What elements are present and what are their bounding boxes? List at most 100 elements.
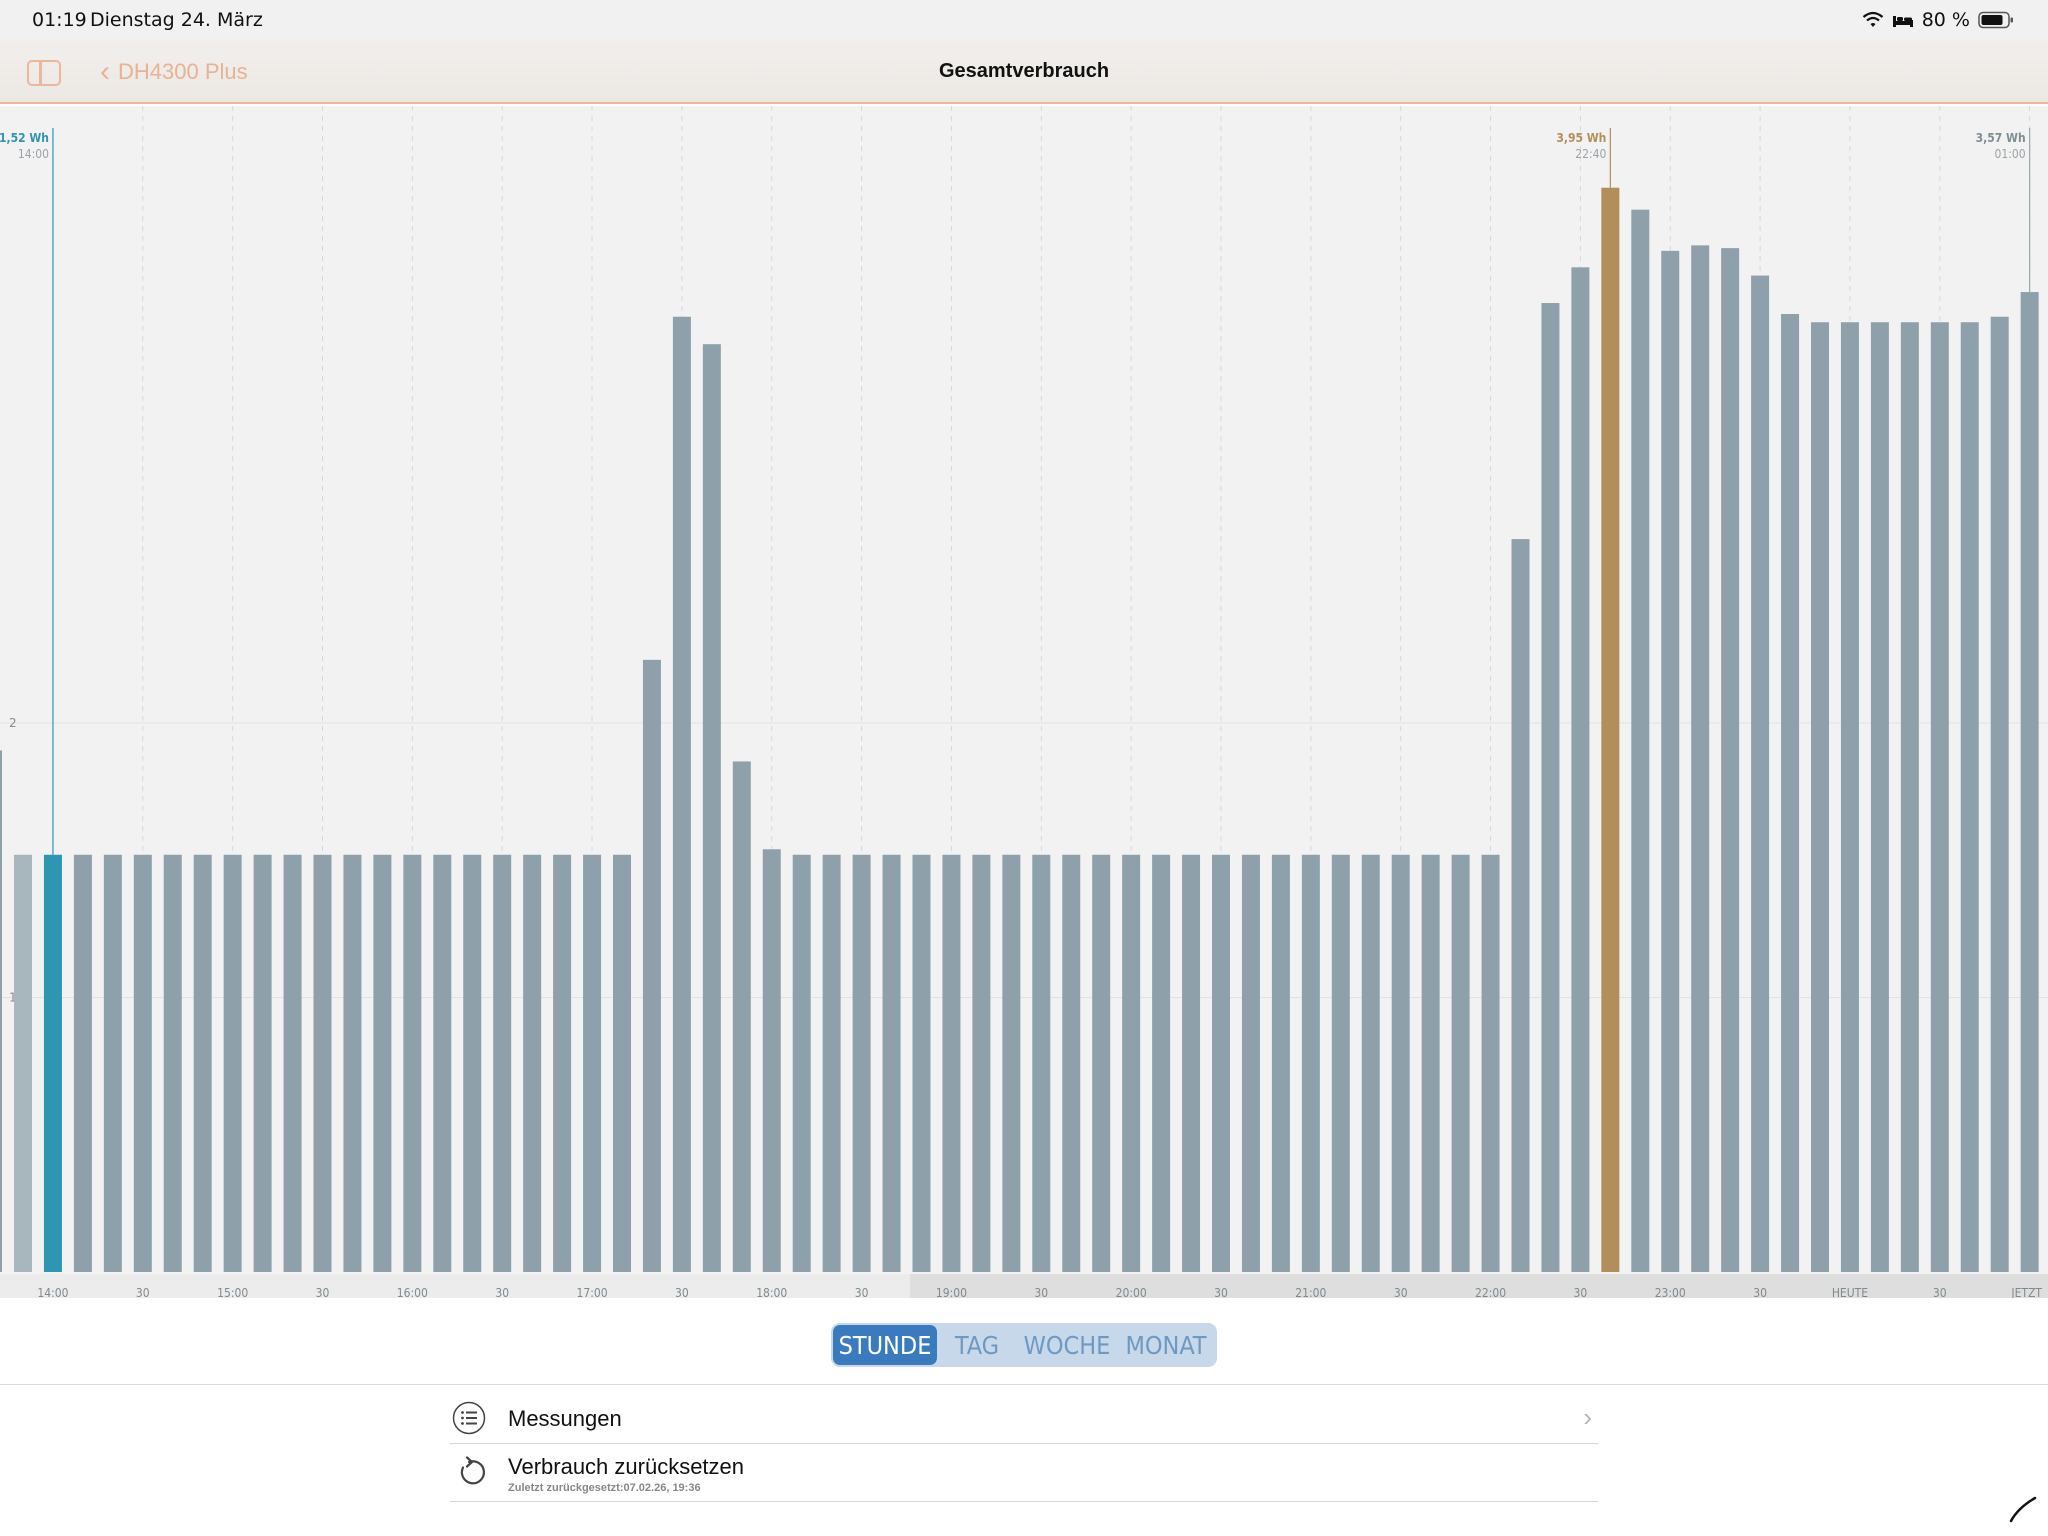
x-tick-label: 14:00: [37, 1286, 68, 1298]
bar: [1571, 267, 1590, 1272]
bar: [163, 854, 182, 1272]
bar: [313, 854, 332, 1272]
reset-arrow-icon: [460, 1456, 485, 1485]
bar: [792, 854, 811, 1272]
bar: [1391, 854, 1410, 1272]
bar: [14, 854, 32, 1272]
bar: [1032, 854, 1051, 1272]
callout-current: 3,57 Wh 01:00: [1960, 130, 2026, 162]
section-divider: [0, 1384, 2048, 1385]
x-tick-label: 15:00: [217, 1286, 248, 1298]
bar: [1451, 854, 1470, 1272]
bar: [283, 854, 302, 1272]
callout-value: 1,52 Wh: [0, 131, 49, 145]
bar: [583, 854, 602, 1272]
bar: [73, 854, 92, 1272]
bar: [972, 854, 991, 1272]
x-tick-label: 30: [1933, 1286, 1947, 1298]
bar: [852, 854, 871, 1272]
bar: [762, 849, 781, 1272]
bar: [1152, 854, 1171, 1272]
x-axis-band-highlight: [910, 1274, 2048, 1298]
x-tick-label: 30: [136, 1286, 150, 1298]
x-tick-label: 20:00: [1116, 1286, 1147, 1298]
x-tick-label: 30: [675, 1286, 689, 1298]
x-tick-label: 30: [495, 1286, 509, 1298]
callout-time: 14:00: [17, 147, 49, 161]
bar: [1661, 250, 1680, 1273]
measurements-label: Messungen: [508, 1406, 622, 1431]
y-tick-label: 1: [9, 991, 17, 1005]
bar: [942, 854, 961, 1272]
back-button-label: DH4300 Plus: [118, 59, 248, 84]
segment-monat[interactable]: MONAT: [1125, 1330, 1207, 1360]
bar: [1301, 854, 1320, 1272]
segment-tag[interactable]: TAG: [954, 1330, 1000, 1360]
bar: [1811, 322, 1829, 1272]
measurements-row[interactable]: Messungen ›: [450, 1394, 1598, 1444]
segment-woche[interactable]: WOCHE: [1023, 1330, 1111, 1360]
segment-stunde[interactable]: STUNDE: [833, 1325, 937, 1365]
bar: [1331, 854, 1350, 1272]
bar: [1271, 854, 1290, 1272]
x-tick-label: 30: [1394, 1286, 1408, 1298]
bar: [493, 854, 512, 1272]
x-tick-label: 23:00: [1655, 1286, 1686, 1298]
x-tick-label: 19:00: [936, 1286, 967, 1298]
consumption-bar-chart[interactable]: 2 1 14:00 30 15:00 30 16:00 30 17:00 30 18:00 30 19:…: [0, 106, 2048, 1298]
bar: [1541, 303, 1560, 1272]
bar: [253, 854, 272, 1272]
bar: [463, 854, 482, 1272]
status-indicators: 80 %: [1862, 8, 2014, 32]
bar: [193, 854, 212, 1272]
bar: [613, 854, 631, 1272]
bar: [1092, 854, 1111, 1272]
bar: [1182, 854, 1201, 1272]
bar: [912, 854, 931, 1272]
callout-time: 01:00: [1994, 147, 2026, 161]
sidebar-toggle-icon[interactable]: [27, 60, 61, 86]
bar: [373, 854, 392, 1272]
chevron-left-icon: ‹: [100, 55, 110, 88]
bar: [1990, 316, 2009, 1272]
bar: [1212, 854, 1230, 1272]
status-time: 01:19: [32, 9, 87, 31]
bar: [1900, 322, 1919, 1272]
callout-value: 3,57 Wh: [1975, 131, 2026, 145]
x-tick-label: 17:00: [576, 1286, 607, 1298]
bar: [1481, 854, 1500, 1272]
bar: [133, 854, 152, 1272]
callout-value: 3,95 Wh: [1556, 131, 1607, 145]
bar: [672, 316, 691, 1272]
bar: [1122, 854, 1141, 1272]
reset-consumption-label: Verbrauch zurücksetzen: [508, 1454, 745, 1479]
x-tick-label: 30: [1214, 1286, 1228, 1298]
bed-icon: [1892, 16, 1913, 27]
x-tick-label: 22:00: [1475, 1286, 1506, 1298]
battery-percent: 80 %: [1921, 9, 1970, 31]
bar: [1241, 854, 1260, 1272]
bar: [732, 761, 751, 1272]
bar: [1840, 322, 1859, 1272]
bar: [1960, 322, 1979, 1272]
bar: [433, 854, 452, 1272]
bar: [403, 854, 422, 1272]
bar: [1870, 322, 1889, 1272]
y-tick-label: 2: [9, 716, 17, 730]
bar: [1361, 854, 1380, 1272]
bar: [1511, 539, 1530, 1272]
chevron-right-icon: ›: [1583, 1402, 1592, 1432]
x-tick-label: 30: [1574, 1286, 1588, 1298]
wifi-icon: [1862, 11, 1883, 27]
bar: [702, 344, 721, 1272]
reset-consumption-row[interactable]: Verbrauch zurücksetzen Zuletzt zurückges…: [450, 1450, 1598, 1502]
x-tick-label: 30: [316, 1286, 330, 1298]
bar: [523, 854, 542, 1272]
bar: [343, 854, 362, 1272]
x-tick-label: 30: [1753, 1286, 1767, 1298]
navigation-bar: ‹ DH4300 Plus Gesamtverbrauch: [0, 40, 2048, 104]
callout-peak: 3,95 Wh 22:40: [1540, 130, 1606, 162]
x-tick-label: 30: [1034, 1286, 1048, 1298]
back-button[interactable]: ‹ DH4300 Plus: [100, 54, 248, 90]
